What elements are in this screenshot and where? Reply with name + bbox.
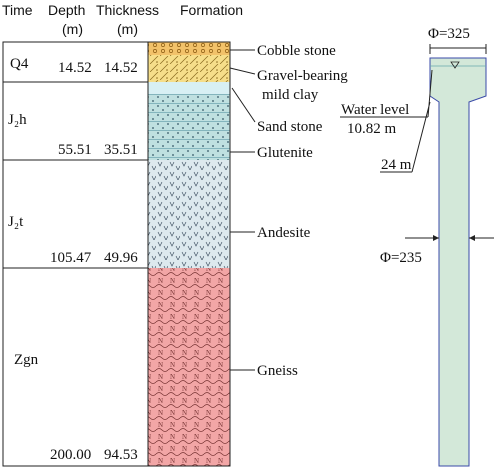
layer-thickness: 49.96	[104, 250, 138, 266]
layer-depth: 200.00	[50, 447, 91, 463]
layer-time: Q4	[10, 56, 29, 72]
header-thickness-unit: (m)	[117, 21, 138, 37]
header-formation: Formation	[180, 2, 243, 18]
header-thickness: Thickness	[96, 2, 159, 18]
layer-depth: 55.51	[58, 142, 92, 158]
column	[2, 41, 231, 467]
layer-time: J₂t	[8, 214, 24, 230]
layer-depth: 14.52	[58, 60, 92, 76]
label-gravel: Gravel-bearing	[257, 68, 348, 84]
label-gravel: mild clay	[262, 87, 319, 103]
lithology-labels: Cobble stone Gravel-bearing mild clay Sa…	[229, 43, 348, 379]
label-andesite: Andesite	[257, 225, 311, 241]
label-sand: Sand stone	[257, 119, 323, 135]
header-depth-unit: (m)	[62, 21, 83, 37]
layer-thickness: 94.53	[104, 447, 138, 463]
bottom-diameter: Φ=235	[380, 250, 422, 266]
header: Time Depth (m) Thickness (m) Formation	[2, 2, 243, 37]
water-level-value: 10.82 m	[347, 121, 397, 137]
layer-time: Zgn	[14, 352, 39, 368]
label-glutenite: Glutenite	[257, 145, 313, 161]
label-gneiss: Gneiss	[257, 363, 298, 379]
table: Q4 14.52 14.52 J₂h 55.51 35.51 J₂t 105.4…	[8, 56, 138, 463]
header-depth: Depth	[48, 2, 85, 18]
layer-thickness: 35.51	[104, 142, 138, 158]
top-diameter: Φ=325	[428, 26, 470, 42]
layer-depth: 105.47	[50, 250, 92, 266]
label-cobble: Cobble stone	[257, 43, 336, 59]
layer-thickness: 14.52	[104, 60, 138, 76]
water-level: Water level	[341, 102, 409, 118]
well: Φ=325 Water level 10.82 m 24 m Φ=235	[340, 26, 494, 467]
layer-time: J₂h	[8, 112, 27, 128]
well-depth: 24 m	[381, 157, 412, 173]
header-time: Time	[2, 2, 33, 18]
